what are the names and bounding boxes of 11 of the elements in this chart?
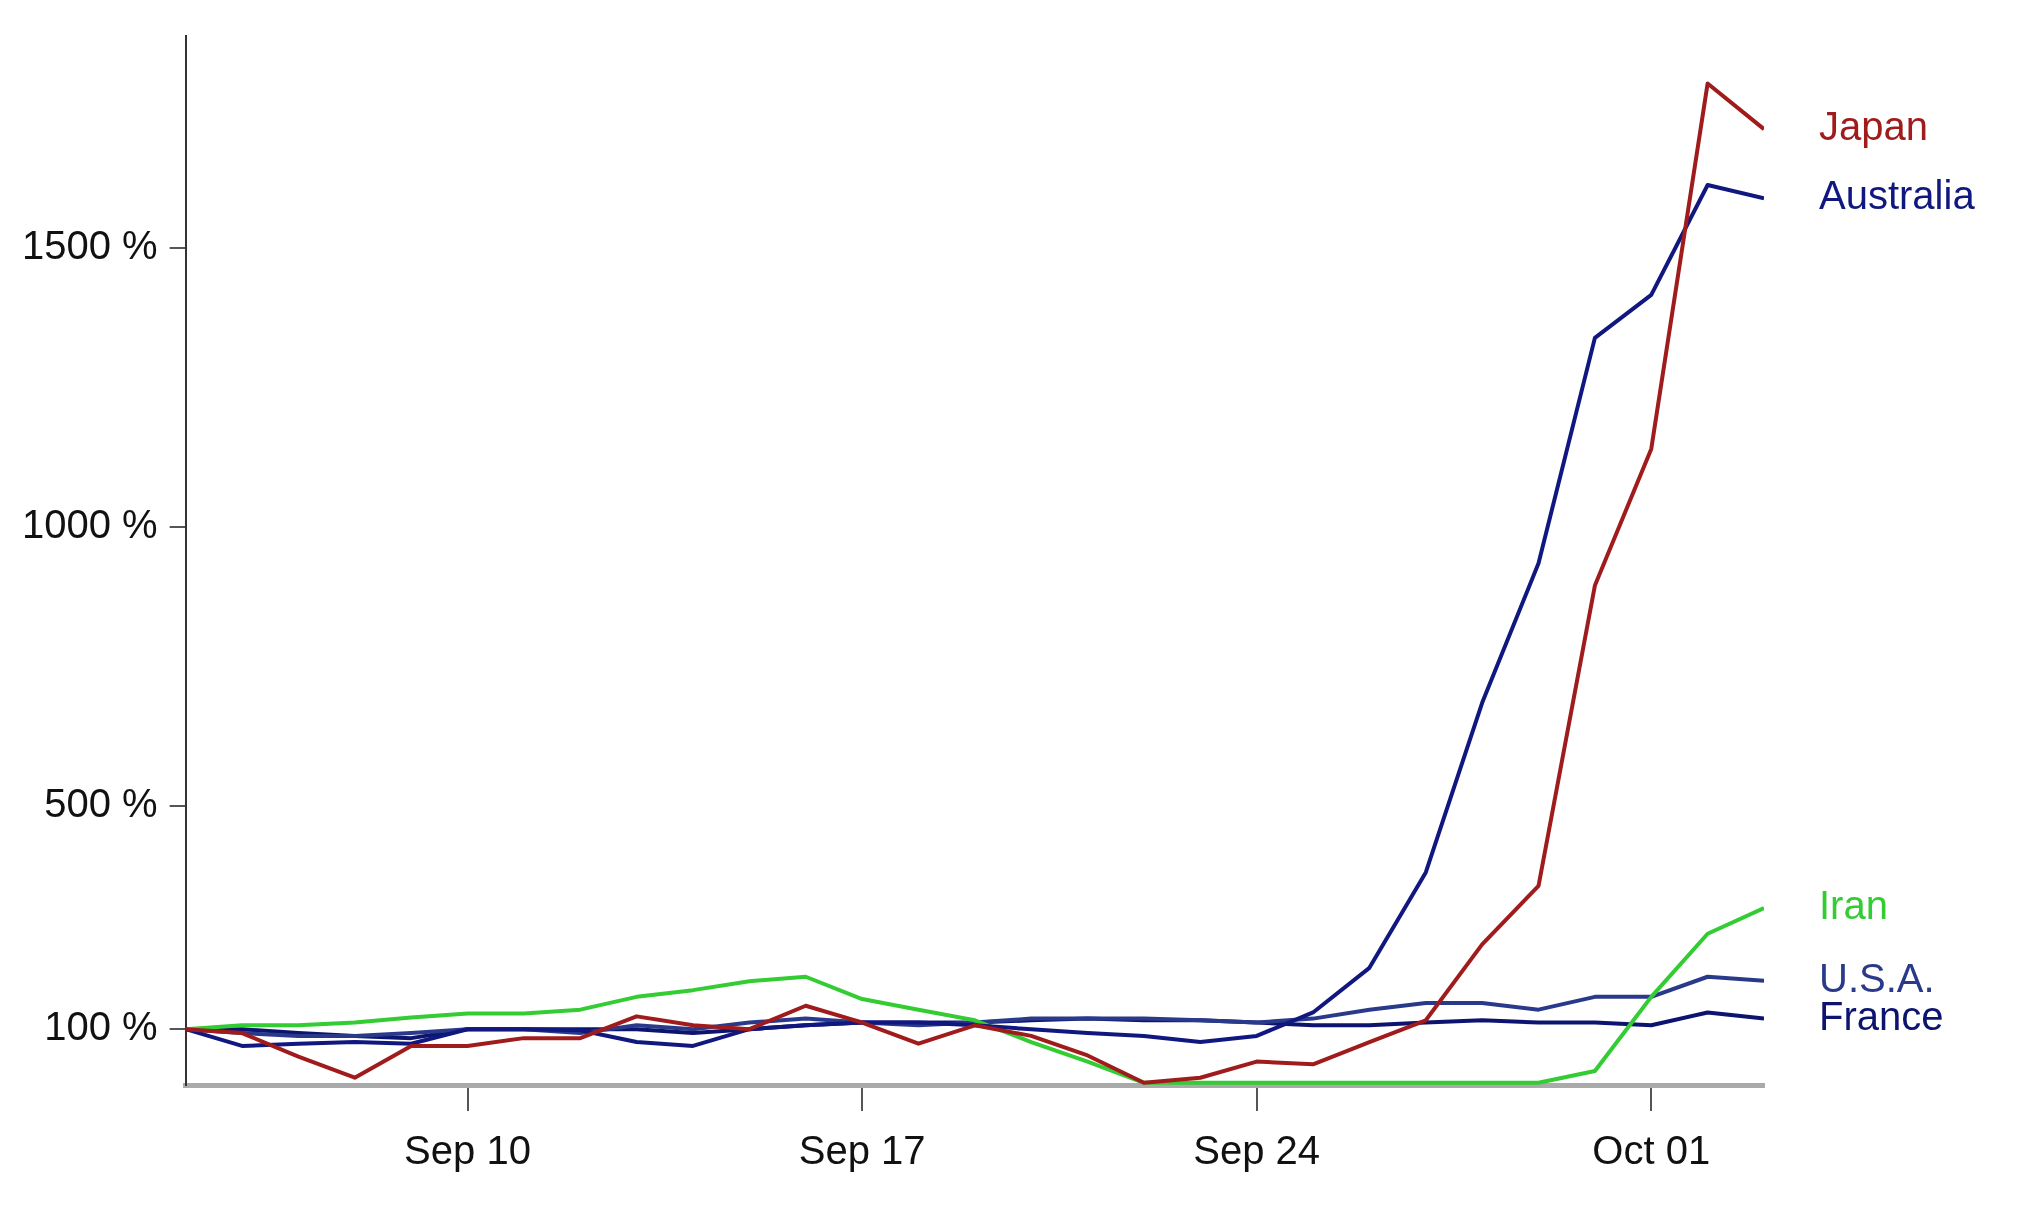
x-tick-label: Sep 10 [404, 1128, 531, 1173]
y-tick-label: 1500 % [21, 223, 158, 268]
x-tick-label: Oct 01 [1592, 1128, 1711, 1173]
series-label: Iran [1819, 883, 1888, 928]
series-label: Australia [1819, 173, 1976, 218]
y-tick-label: 500 % [44, 781, 158, 826]
y-tick-label: 1000 % [21, 502, 158, 547]
x-tick-label: Sep 24 [1193, 1128, 1321, 1173]
y-tick-label: 100 % [44, 1004, 158, 1049]
series-label: Japan [1819, 104, 1928, 149]
x-tick-label: Sep 17 [798, 1128, 926, 1173]
